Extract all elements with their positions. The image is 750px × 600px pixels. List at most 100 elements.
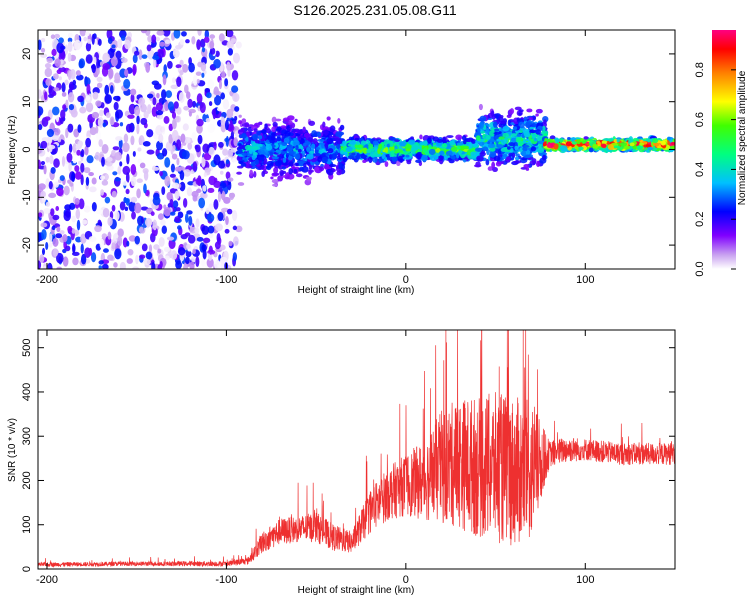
spectrogram-cell xyxy=(111,204,116,212)
spectrogram-cell xyxy=(67,41,73,53)
spectrogram-cell xyxy=(103,248,109,253)
spectrogram-cell xyxy=(85,102,94,113)
spectrogram-cell xyxy=(54,33,60,39)
spectrogram-cell xyxy=(240,127,245,133)
spectrogram-cell xyxy=(67,32,73,38)
colorbar-tick-label: 0.4 xyxy=(694,162,706,177)
spectrogram-cell xyxy=(172,77,176,84)
spectrogram-cell xyxy=(134,235,140,245)
spectrogram-cell xyxy=(384,161,389,167)
spectrogram-cell xyxy=(152,55,160,60)
spectrogram-cell xyxy=(222,98,230,110)
spectrogram-cell xyxy=(167,60,173,69)
spectrogram-cell xyxy=(187,234,196,244)
spectrogram-cell xyxy=(142,141,151,147)
spectrogram-cell xyxy=(144,217,153,227)
spectrogram-cell xyxy=(176,157,180,166)
spectrogram-cell xyxy=(212,108,217,120)
spectrogram-cell xyxy=(108,68,114,80)
spectrogram-cell xyxy=(232,92,240,102)
spectrogram-cell xyxy=(114,248,122,260)
spectrogram-cell xyxy=(176,139,182,151)
spectrogram-cell xyxy=(157,248,162,254)
spectrogram-cell xyxy=(170,84,179,90)
spectrogram-cell xyxy=(38,232,42,243)
spectrogram-cell xyxy=(114,151,123,161)
spectrogram-cell xyxy=(43,164,47,175)
spectrogram-cell xyxy=(148,244,153,253)
spectrogram-cell xyxy=(95,100,102,107)
spectrogram-cell xyxy=(123,78,131,89)
spectrogram-cell xyxy=(74,171,82,180)
spectrogram-cell xyxy=(38,260,42,269)
spectrogram-cell xyxy=(232,252,238,262)
spectrogram-cell xyxy=(40,140,48,149)
spectrogram-cell xyxy=(321,156,328,164)
spectrogram-cell xyxy=(151,226,158,237)
spectrogram-cell xyxy=(163,116,170,124)
spectrogram-cell xyxy=(62,104,67,111)
spectrogram-cell xyxy=(456,142,464,146)
spectrogram-cell xyxy=(85,54,93,64)
spectrogram-cell xyxy=(491,113,496,120)
spectrogram-cell xyxy=(238,114,242,118)
spectrogram-cell xyxy=(163,64,167,73)
spectrogram-cell xyxy=(56,42,64,54)
spectrogram-cell xyxy=(54,181,59,188)
spectrogram-cell xyxy=(205,118,211,123)
spectrogram-cell xyxy=(475,135,481,141)
spectrogram-cell xyxy=(109,116,115,126)
spectrogram-cell xyxy=(99,175,106,180)
spectrogram-cell xyxy=(202,143,210,154)
spectrogram-cell xyxy=(225,159,230,165)
spectrogram-cell xyxy=(38,212,43,218)
spectrogram-cell xyxy=(64,44,69,55)
spectrogram-cell xyxy=(188,111,192,117)
spectrogram-cell xyxy=(77,124,82,133)
spectrogram-cell xyxy=(71,215,77,223)
spectrogram-cell xyxy=(65,245,71,252)
spectrogram-cell xyxy=(218,33,225,42)
spectrogram-cell xyxy=(571,141,577,145)
spectrogram-cell xyxy=(159,41,166,47)
spectrogram-cell xyxy=(83,167,91,174)
spectrogram-cell xyxy=(198,197,206,209)
spectrogram-cell xyxy=(192,100,197,108)
spectrogram-cell xyxy=(248,149,253,154)
spectrogram-cell xyxy=(155,110,164,116)
spectrogram-cell xyxy=(578,146,584,151)
spectrogram-cell xyxy=(43,207,51,214)
spectrogram-cell xyxy=(388,136,396,141)
spectrogram-cell xyxy=(107,216,113,227)
spectrogram-cell xyxy=(462,145,470,150)
spectrogram-cell xyxy=(203,152,212,161)
spectrogram-cell xyxy=(177,225,182,230)
spectrogram-cell xyxy=(192,74,198,86)
spectrogram-cell xyxy=(88,172,94,177)
spectrogram-cell xyxy=(157,213,164,220)
spectrogram-cell xyxy=(264,158,268,165)
spectrogram-cell xyxy=(132,266,140,269)
spectrogram-cell xyxy=(132,150,136,157)
spectrogram-cell xyxy=(206,258,214,268)
spectrogram-cell xyxy=(40,37,46,43)
spectrogram-cell xyxy=(158,236,165,247)
spectrogram-cell xyxy=(237,182,245,186)
spectrogram-cell xyxy=(152,196,161,206)
spectrogram-cell xyxy=(328,131,334,136)
y-tick-label: 500 xyxy=(21,339,33,357)
spectrogram-cell xyxy=(171,182,180,189)
spectrogram-cell xyxy=(391,156,398,162)
spectrogram-cell xyxy=(143,183,147,194)
spectrogram-cell xyxy=(208,245,213,255)
spectrogram-cell xyxy=(473,164,482,168)
spectrogram-cell xyxy=(162,148,168,157)
spectrogram-cell xyxy=(215,50,220,58)
spectrogram-cell xyxy=(138,226,144,234)
spectrogram-cell xyxy=(512,126,518,131)
spectrogram-cell xyxy=(146,129,154,138)
spectrogram-cell xyxy=(264,123,268,130)
spectrogram-cell xyxy=(139,162,146,169)
spectrogram-cell xyxy=(411,144,419,151)
